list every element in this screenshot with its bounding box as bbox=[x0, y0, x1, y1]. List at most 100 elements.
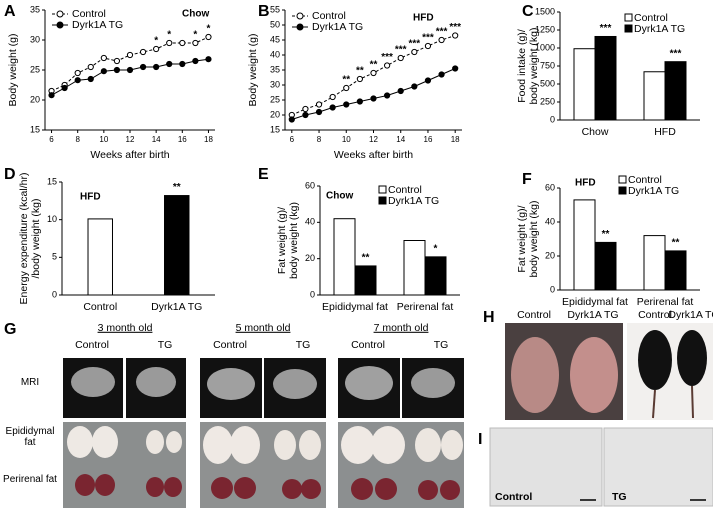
y-tick-label: 35 bbox=[30, 4, 40, 14]
data-point bbox=[87, 75, 94, 83]
annotation: Chow bbox=[326, 191, 353, 202]
data-point bbox=[48, 92, 55, 99]
column-label: Control bbox=[213, 339, 247, 351]
data-point bbox=[74, 77, 81, 84]
data-point bbox=[370, 69, 377, 77]
panel-label: I bbox=[478, 431, 482, 448]
data-point bbox=[438, 36, 445, 44]
significance: *** bbox=[449, 22, 461, 33]
data-point bbox=[384, 92, 391, 99]
legend-marker bbox=[296, 23, 304, 31]
legend-marker bbox=[56, 10, 64, 18]
x-tick-label: Perirenal fat bbox=[637, 296, 694, 308]
data-point bbox=[139, 48, 147, 56]
data-point bbox=[424, 77, 432, 84]
y-tick-label: 750 bbox=[540, 60, 555, 70]
x-tick-label: 18 bbox=[204, 135, 213, 144]
data-point bbox=[288, 116, 295, 123]
panel-label: G bbox=[4, 321, 16, 338]
significance: *** bbox=[436, 27, 448, 38]
legend-label: Dyrk1A TG bbox=[388, 195, 439, 207]
legend-label: Control bbox=[72, 8, 106, 20]
data-point bbox=[329, 104, 336, 111]
data-point bbox=[74, 69, 81, 77]
panel-label: E bbox=[258, 166, 269, 183]
y-tick-label: 25 bbox=[270, 94, 280, 104]
column-label: TG bbox=[158, 339, 173, 351]
row-label: Epididymal fat bbox=[5, 426, 55, 448]
column-label: TG bbox=[434, 339, 449, 351]
significance: * bbox=[193, 30, 197, 41]
legend-label: Dyrk1A TG bbox=[628, 185, 679, 197]
significance: ** bbox=[370, 60, 378, 71]
y-tick-label: 40 bbox=[545, 216, 555, 226]
y-tick-label: 20 bbox=[270, 109, 280, 119]
column-label: Control bbox=[638, 309, 672, 321]
panel-label: D bbox=[4, 166, 16, 183]
annotation: HFD bbox=[575, 178, 596, 189]
bar bbox=[594, 241, 617, 291]
y-tick-label: 15 bbox=[30, 124, 40, 134]
annotation: Chow bbox=[182, 9, 209, 20]
data-point bbox=[411, 48, 418, 56]
x-axis-label: Weeks after birth bbox=[90, 149, 169, 161]
significance: * bbox=[207, 24, 211, 35]
x-axis-label: Weeks after birth bbox=[334, 149, 413, 161]
legend-label: Control bbox=[634, 12, 668, 24]
legend-marker bbox=[296, 12, 304, 20]
data-point bbox=[315, 108, 323, 116]
column-label: TG bbox=[296, 339, 311, 351]
y-tick-label: 50 bbox=[270, 19, 280, 29]
column-label: Control bbox=[75, 339, 109, 351]
panel-label: C bbox=[522, 3, 534, 20]
legend-label: Control bbox=[312, 10, 346, 22]
column-label: Control bbox=[517, 309, 551, 321]
legend-label: Dyrk1A TG bbox=[634, 23, 685, 35]
data-point bbox=[205, 33, 212, 41]
caption: Control bbox=[495, 491, 532, 503]
column-label: Dyrk1A TG bbox=[668, 309, 713, 321]
y-axis-label: Fat weight (g)/ bbox=[276, 207, 288, 274]
data-point bbox=[329, 93, 336, 101]
data-point bbox=[100, 54, 107, 62]
data-point bbox=[139, 63, 147, 71]
data-point bbox=[205, 56, 212, 63]
legend-marker bbox=[378, 196, 387, 205]
x-tick-label: 10 bbox=[99, 135, 108, 144]
data-point bbox=[356, 75, 363, 83]
data-point bbox=[153, 63, 160, 71]
bar bbox=[664, 61, 687, 121]
data-point bbox=[113, 66, 121, 74]
x-tick-label: 18 bbox=[451, 135, 460, 144]
panel-label: A bbox=[4, 3, 16, 20]
bar bbox=[573, 199, 596, 291]
legend-label: Control bbox=[388, 184, 422, 196]
data-point bbox=[192, 39, 199, 47]
group-title: 3 month old bbox=[98, 322, 153, 334]
data-point bbox=[370, 95, 377, 102]
y-tick-label: 0 bbox=[52, 289, 57, 299]
y-tick-label: 60 bbox=[545, 182, 555, 192]
data-point bbox=[343, 84, 350, 92]
data-point bbox=[452, 32, 459, 39]
panel-label: H bbox=[483, 309, 495, 326]
group-title: 7 month old bbox=[374, 322, 429, 334]
bar bbox=[87, 218, 113, 296]
significance: ** bbox=[672, 238, 680, 249]
data-point bbox=[166, 60, 173, 68]
legend-marker bbox=[618, 186, 627, 195]
data-point bbox=[315, 101, 323, 108]
column-label: Control bbox=[351, 339, 385, 351]
y-axis-label: /body weight (kg) bbox=[30, 199, 42, 279]
y-tick-label: 30 bbox=[30, 34, 40, 44]
data-point bbox=[343, 101, 350, 108]
significance: *** bbox=[409, 39, 421, 50]
legend-marker bbox=[624, 13, 633, 22]
significance: *** bbox=[670, 48, 682, 59]
x-tick-label: 12 bbox=[126, 135, 135, 144]
y-axis-label: body weight (kg) bbox=[528, 200, 540, 277]
y-tick-label: 1000 bbox=[535, 42, 555, 52]
y-tick-label: 30 bbox=[270, 79, 280, 89]
legend-label: Control bbox=[628, 174, 662, 186]
